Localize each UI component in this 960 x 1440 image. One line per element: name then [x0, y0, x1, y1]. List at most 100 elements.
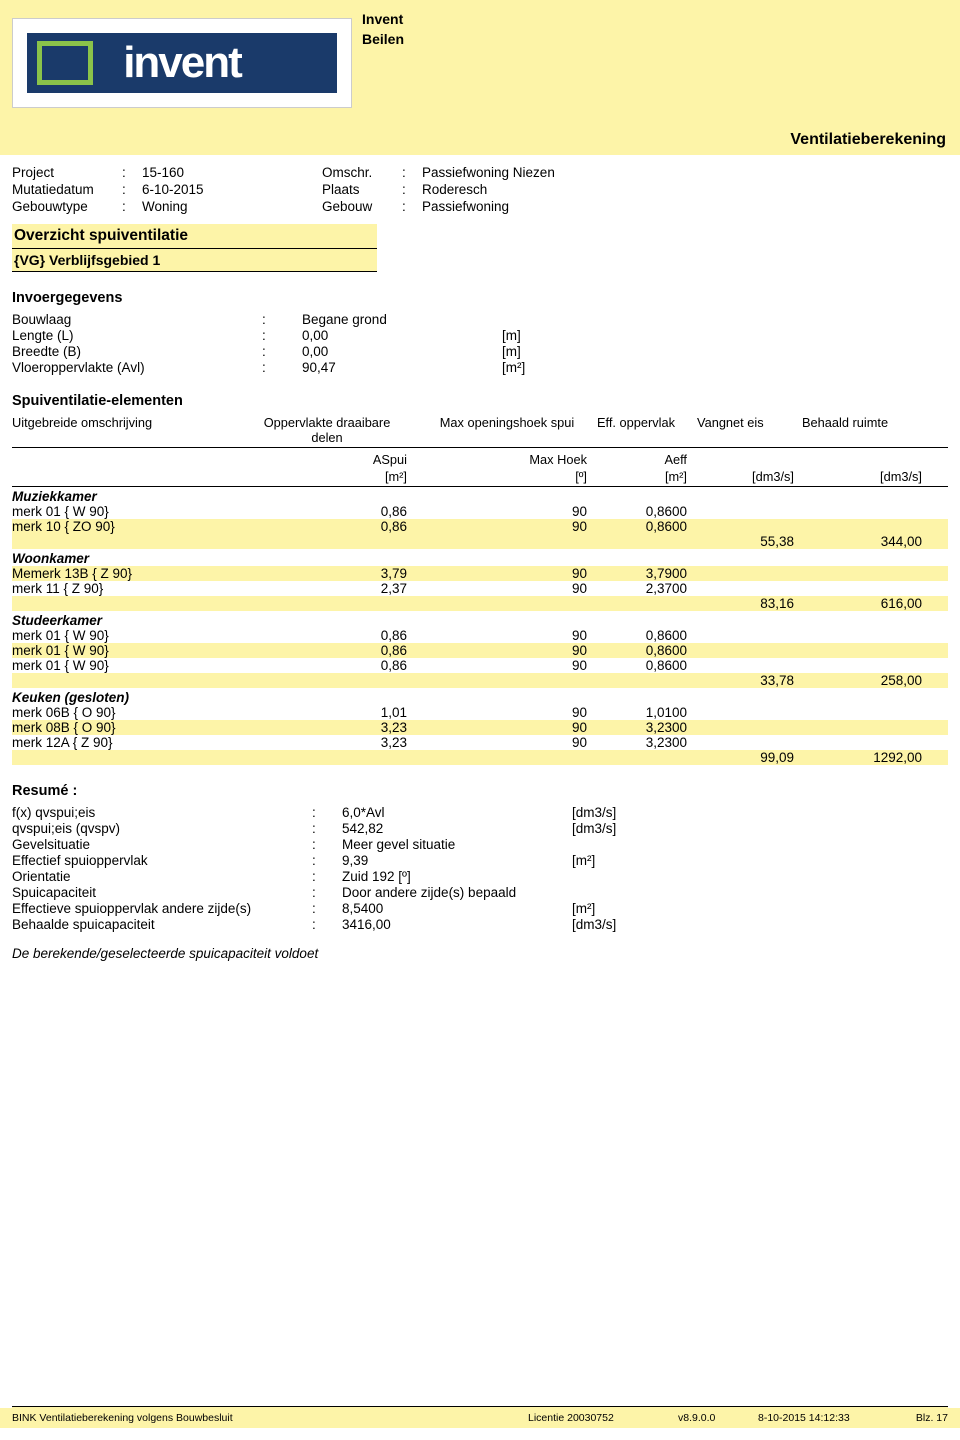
room-name: Woonkamer	[12, 551, 948, 566]
elem-aspui: 0,86	[247, 519, 427, 534]
plaats-label: Plaats	[322, 182, 402, 197]
r-unit: [m²]	[572, 853, 672, 868]
room-name: Muziekkamer	[12, 489, 948, 504]
logo-inner: invent	[27, 33, 337, 93]
r-colon: :	[312, 885, 342, 900]
elem-aspui: 0,86	[247, 504, 427, 519]
hdr2-hoek: Max Hoek	[427, 452, 597, 467]
elem-hoek: 90	[427, 581, 597, 596]
company-line1: Invent	[362, 10, 404, 30]
resume-row: Effectief spuioppervlak:9,39[m²]	[12, 853, 948, 868]
elem-desc: merk 01 { W 90}	[12, 628, 247, 643]
sum-beh: 616,00	[802, 596, 922, 611]
element-row: merk 06B { O 90}1,01901,0100	[12, 705, 948, 720]
elem-hoek: 90	[427, 643, 597, 658]
r-unit: [m²]	[572, 901, 672, 916]
r-val: 8,5400	[342, 901, 572, 916]
room-sum-row: 33,78258,00	[12, 673, 948, 688]
kv-unit: [m]	[502, 328, 602, 343]
element-row: merk 01 { W 90}0,86900,8600	[12, 504, 948, 519]
elem-hoek: 90	[427, 628, 597, 643]
r-label: Gevelsituatie	[12, 837, 312, 852]
omschr-label: Omschr.	[322, 165, 402, 180]
elem-aeff: 1,0100	[597, 705, 697, 720]
r-unit	[572, 869, 672, 884]
sum-vang: 55,38	[697, 534, 802, 549]
r-label: Orientatie	[12, 869, 312, 884]
sum-beh: 344,00	[802, 534, 922, 549]
element-row: merk 12A { Z 90}3,23903,2300	[12, 735, 948, 750]
element-row: merk 01 { W 90}0,86900,8600	[12, 628, 948, 643]
resume-rows: f(x) qvspui;eis:6,0*Avl[dm3/s]qvspui;eis…	[12, 805, 948, 932]
sep: :	[122, 199, 142, 214]
resume-row: Orientatie:Zuid 192 [º]	[12, 869, 948, 884]
elem-aspui: 3,79	[247, 566, 427, 581]
hdr2-aspui: ASpui	[247, 452, 427, 467]
r-val: Door andere zijde(s) bepaald	[342, 885, 572, 900]
table-header-row2: ASpui Max Hoek Aeff	[12, 452, 948, 469]
footer-page: Blz. 17	[898, 1412, 948, 1424]
r-colon: :	[312, 821, 342, 836]
elem-aspui: 3,23	[247, 720, 427, 735]
kv-unit	[502, 312, 602, 327]
sep: :	[402, 199, 422, 214]
invoer-row: Breedte (B):0,00[m]	[12, 344, 948, 359]
footer-version: v8.9.0.0	[678, 1412, 758, 1424]
mutatie-label: Mutatiedatum	[12, 182, 122, 197]
r-val: Zuid 192 [º]	[342, 869, 572, 884]
kv-val: 90,47	[302, 360, 502, 375]
project-row-1: Project : 15-160 Omschr. : Passiefwoning…	[12, 165, 948, 180]
r-unit: [dm3/s]	[572, 917, 672, 932]
elem-hoek: 90	[427, 519, 597, 534]
kv-colon: :	[262, 360, 302, 375]
r-label: Effectieve spuioppervlak andere zijde(s)	[12, 901, 312, 916]
elem-desc: merk 01 { W 90}	[12, 658, 247, 673]
room-sum-row: 83,16616,00	[12, 596, 948, 611]
r-colon: :	[312, 853, 342, 868]
room-sum-row: 55,38344,00	[12, 534, 948, 549]
elem-desc: merk 12A { Z 90}	[12, 735, 247, 750]
elem-aeff: 0,8600	[597, 658, 697, 673]
elem-hoek: 90	[427, 504, 597, 519]
r-val: Meer gevel situatie	[342, 837, 572, 852]
r-unit: [dm3/s]	[572, 805, 672, 820]
elem-aeff: 3,2300	[597, 720, 697, 735]
project-val: 15-160	[142, 165, 322, 180]
elem-desc: merk 01 { W 90}	[12, 643, 247, 658]
r-colon: :	[312, 901, 342, 916]
elem-hoek: 90	[427, 658, 597, 673]
hdr-beh: Behaald ruimte	[802, 415, 922, 445]
footer-date: 8-10-2015 14:12:33	[758, 1412, 898, 1424]
invoer-rows: Bouwlaag:Begane grondLengte (L):0,00[m]B…	[12, 312, 948, 375]
resume-row: Gevelsituatie:Meer gevel situatie	[12, 837, 948, 852]
r-unit	[572, 885, 672, 900]
elem-aspui: 0,86	[247, 658, 427, 673]
project-label: Project	[12, 165, 122, 180]
rooms-container: Muziekkamermerk 01 { W 90}0,86900,8600me…	[12, 489, 948, 765]
doc-type: Ventilatieberekening	[790, 131, 946, 149]
header-band: invent Invent Beilen Ventilatieberekenin…	[0, 0, 960, 155]
elem-aspui: 3,23	[247, 735, 427, 750]
resume-row: qvspui;eis (qvspv):542,82[dm3/s]	[12, 821, 948, 836]
resume-row: f(x) qvspui;eis:6,0*Avl[dm3/s]	[12, 805, 948, 820]
elem-desc: merk 08B { O 90}	[12, 720, 247, 735]
room-name: Studeerkamer	[12, 613, 948, 628]
kv-label: Vloeroppervlakte (Avl)	[12, 360, 262, 375]
invoer-row: Bouwlaag:Begane grond	[12, 312, 948, 327]
elem-aeff: 0,8600	[597, 628, 697, 643]
sum-vang: 83,16	[697, 596, 802, 611]
hdr-hoek: Max openingshoek spui	[427, 415, 597, 445]
omschr-val: Passiefwoning Niezen	[422, 165, 555, 180]
gebouw-label: Gebouw	[322, 199, 402, 214]
elem-desc: merk 10 { ZO 90}	[12, 519, 247, 534]
sep: :	[122, 165, 142, 180]
elem-desc: merk 11 { Z 90}	[12, 581, 247, 596]
room-name: Keuken (gesloten)	[12, 690, 948, 705]
element-row: merk 08B { O 90}3,23903,2300	[12, 720, 948, 735]
resume-row: Behaalde spuicapaciteit:3416,00[dm3/s]	[12, 917, 948, 932]
kv-colon: :	[262, 312, 302, 327]
r-label: Behaalde spuicapaciteit	[12, 917, 312, 932]
r-colon: :	[312, 917, 342, 932]
sum-vang: 33,78	[697, 673, 802, 688]
r-val: 9,39	[342, 853, 572, 868]
